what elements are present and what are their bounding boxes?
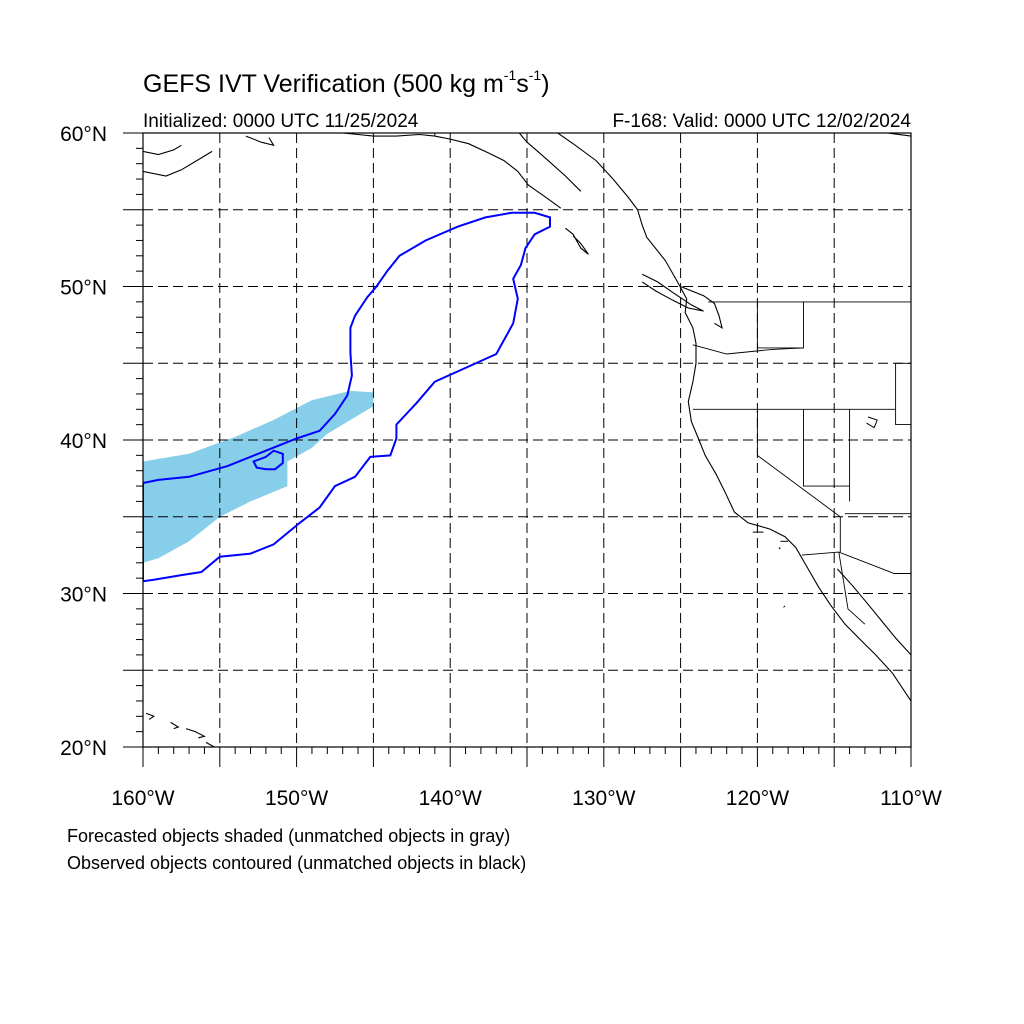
coastline [185,728,206,739]
coastline [145,712,155,720]
initialized-label: Initialized: 0000 UTC 11/25/2024 [143,111,419,132]
coastline [557,133,911,702]
coastline [836,568,911,656]
valid-label: F-168: Valid: 0000 UTC 12/02/2024 [612,111,911,132]
y-tick-label: 20°N [60,737,107,760]
x-tick-label: 150°W [265,787,328,810]
chart-title: GEFS IVT Verification (500 kg m-1s-1) [143,67,550,99]
political-border [756,301,804,349]
political-border [838,552,866,625]
x-tick-label: 110°W [880,787,942,810]
coastline [245,135,275,147]
y-tick-label: 30°N [60,584,107,607]
forecast-object-shading [143,390,374,563]
title-main-text: GEFS IVT Verification (500 kg m [143,70,504,98]
political-border [895,363,911,426]
title-end-text: ) [541,70,550,98]
y-tick-label: 50°N [60,277,107,300]
observed-object-contour [143,211,551,583]
x-tick-label: 140°W [419,787,482,810]
coastline [641,273,704,312]
title-mid-text: s [516,70,529,98]
forecast-legend-note: Forecasted objects shaded (unmatched obj… [67,826,511,846]
title-superscript-2: -1 [528,67,542,83]
political-border [756,409,841,553]
political-border [803,409,851,502]
observed-legend-note: Observed objects contoured (unmatched ob… [67,853,527,873]
coastline [680,285,723,330]
inland-water-outline [783,605,786,608]
coastline [565,227,589,255]
inland-water-outline [778,547,781,550]
title-superscript-1: -1 [503,67,517,83]
x-tick-label: 130°W [572,787,635,810]
coastline [143,150,213,177]
inland-water-outline [866,416,878,429]
coastline [205,741,216,747]
observed-object-inner-contour [252,449,284,471]
y-tick-label: 40°N [60,430,107,453]
coastline [143,144,182,156]
x-tick-label: 160°W [111,787,174,810]
coastline [518,133,582,192]
political-border [692,344,804,355]
y-tick-label: 60°N [60,123,107,146]
coastline [170,721,180,730]
political-border [801,551,911,574]
x-tick-label: 120°W [726,787,789,810]
coastline [342,133,562,209]
